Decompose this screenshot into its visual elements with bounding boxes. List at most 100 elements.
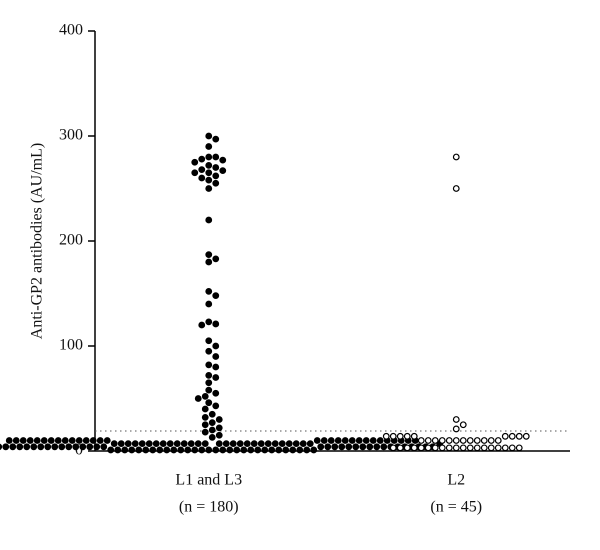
data-point [205, 347, 213, 355]
data-point [82, 437, 90, 444]
data-point [208, 419, 216, 427]
data-point [124, 440, 132, 448]
data-point [226, 446, 234, 454]
data-point [198, 174, 206, 182]
data-point [201, 421, 209, 429]
data-point [5, 437, 13, 444]
data-point [2, 443, 10, 451]
data-point [201, 393, 209, 400]
data-point [208, 410, 216, 418]
data-point [257, 440, 265, 448]
data-point [380, 443, 388, 451]
data-point [156, 446, 164, 454]
data-point [205, 143, 213, 150]
data-point [417, 437, 425, 444]
data-point [212, 255, 220, 263]
data-point [212, 374, 220, 381]
data-point [452, 437, 460, 444]
data-point [317, 443, 325, 451]
data-point [310, 446, 318, 454]
data-point [278, 440, 286, 448]
data-point [23, 443, 31, 451]
data-point [480, 437, 488, 444]
data-point [303, 446, 311, 454]
data-point [431, 437, 439, 444]
data-point [473, 437, 481, 444]
data-point [282, 446, 290, 454]
data-point [191, 446, 199, 454]
data-point [114, 446, 122, 454]
data-point [212, 153, 220, 161]
data-point [345, 443, 353, 451]
data-point [0, 443, 3, 450]
data-point [452, 153, 460, 161]
data-point [438, 444, 446, 452]
data-point [275, 446, 283, 454]
data-point [180, 440, 188, 448]
data-point [334, 437, 342, 444]
data-point [117, 440, 125, 448]
data-point [445, 437, 453, 444]
data-point [33, 437, 41, 444]
data-point [285, 440, 293, 448]
data-point [201, 405, 209, 413]
data-point [494, 444, 502, 452]
data-point [403, 432, 411, 440]
data-point [68, 437, 76, 444]
data-point [236, 440, 244, 448]
data-point [215, 440, 223, 448]
y-tick-label: 300 [59, 127, 83, 144]
data-point [289, 446, 297, 454]
data-point [459, 444, 467, 452]
data-point [191, 169, 199, 177]
data-point [159, 440, 167, 448]
data-point [205, 258, 213, 266]
data-point [320, 437, 328, 444]
data-point [445, 444, 453, 452]
data-point [121, 446, 129, 454]
data-point [431, 444, 439, 452]
data-point [145, 440, 153, 448]
data-point [19, 437, 27, 444]
data-point [212, 342, 220, 350]
data-point [198, 446, 206, 454]
y-tick-label: 400 [59, 22, 83, 39]
data-point [72, 443, 80, 451]
data-point [54, 437, 62, 444]
data-point [212, 164, 220, 171]
data-point [331, 443, 339, 451]
data-point [261, 446, 269, 454]
data-point [205, 337, 213, 345]
data-point [215, 424, 223, 432]
data-point [229, 440, 237, 448]
data-point [233, 446, 241, 454]
data-point [166, 440, 174, 448]
data-point [324, 443, 332, 451]
x-tick-label: L2 [447, 472, 465, 489]
data-point [410, 432, 418, 440]
data-point [376, 437, 384, 444]
data-point [219, 167, 227, 175]
data-point [201, 428, 209, 436]
data-point [515, 432, 523, 440]
data-point [103, 437, 111, 444]
data-point [212, 135, 220, 143]
data-point [47, 437, 55, 444]
data-point [501, 444, 509, 452]
data-point [170, 446, 178, 454]
data-point [9, 443, 17, 451]
data-point [212, 179, 220, 187]
data-point [264, 440, 272, 448]
data-point [205, 399, 213, 407]
data-point [254, 446, 262, 454]
data-point [250, 440, 258, 448]
data-point [508, 444, 516, 452]
data-point [12, 437, 20, 444]
data-point [313, 437, 321, 444]
data-point [501, 432, 509, 440]
data-point [417, 444, 425, 452]
data-point [177, 446, 185, 454]
data-point [205, 153, 213, 161]
data-point [299, 440, 307, 448]
